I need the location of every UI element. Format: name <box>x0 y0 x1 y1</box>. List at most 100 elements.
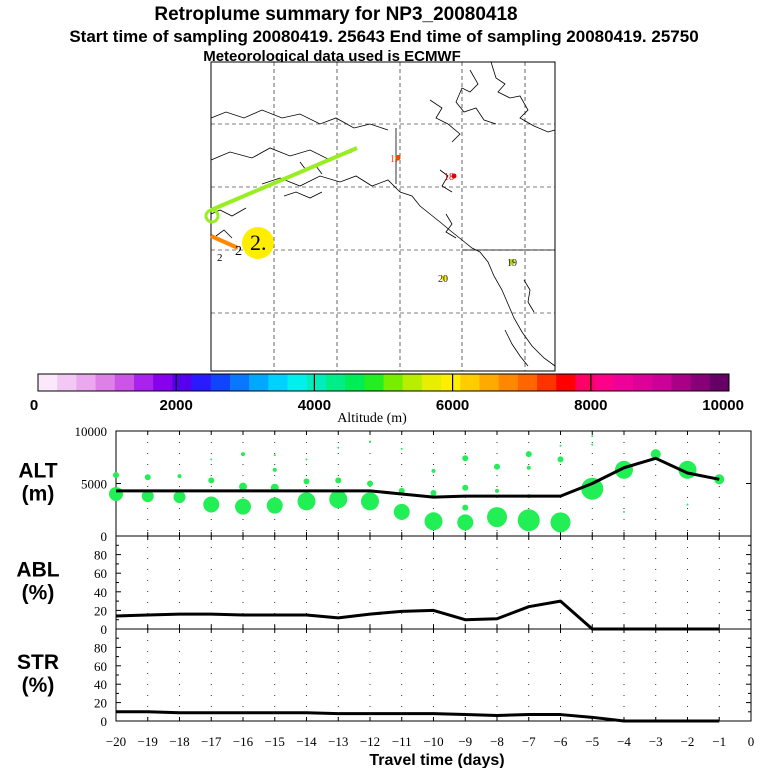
plume-point <box>241 452 245 457</box>
colorbar-swatch <box>38 374 58 391</box>
plume-point <box>525 451 532 458</box>
plume-point <box>239 482 247 491</box>
plume-point <box>177 474 182 479</box>
x-tick-label: −2 <box>681 734 695 749</box>
map-dot-19 <box>509 259 515 265</box>
panel-ylabel: STR <box>17 651 59 674</box>
plume-point <box>591 435 594 438</box>
x-tick-label: −6 <box>554 734 568 749</box>
x-tick-label: −12 <box>360 734 380 749</box>
x-tick-label: −11 <box>392 734 412 749</box>
plume-point <box>430 489 437 496</box>
plume-point <box>335 477 342 484</box>
x-tick-label: −13 <box>328 734 348 749</box>
colorbar-swatch <box>287 374 308 391</box>
mean-altitude-line <box>116 456 720 499</box>
panel-str: 80 60 40 20 0 STR(%) <box>17 628 752 729</box>
x-tick-label: −20 <box>106 734 126 749</box>
y-tick-label: 5000 <box>81 477 107 492</box>
colorbar-tick-label: 6000 <box>436 397 469 414</box>
colorbar-swatch <box>652 374 672 391</box>
x-tick-label: −8 <box>490 734 504 749</box>
plume-point <box>329 490 348 509</box>
colorbar-swatch <box>172 374 192 391</box>
map-labels: 17 18 19 20 2 2 2. <box>217 154 517 285</box>
plume-trajectory-lower <box>210 234 239 250</box>
plume-point <box>526 465 531 470</box>
plume-point <box>462 455 469 462</box>
map-label: 2 <box>217 252 223 264</box>
plume-start-marker <box>204 208 220 224</box>
plume-point <box>144 474 151 481</box>
y-tick-label: 10000 <box>75 424 108 439</box>
plume-point <box>113 472 119 479</box>
plume-point <box>393 503 410 520</box>
plume-point <box>559 444 562 447</box>
map-label: 18 <box>444 172 454 183</box>
plume-point <box>457 514 474 531</box>
colorbar-tick-label: 2000 <box>160 397 193 414</box>
panel-frame <box>115 628 752 722</box>
panel-alt: 10000 5000 0 ALT(m) <box>18 424 752 544</box>
y-tick-label: 0 <box>101 529 108 544</box>
plume-point <box>369 440 371 443</box>
plume-point <box>517 509 540 532</box>
time-series-panels: 1000050000ALT(m)806040200ABL(%)806040200… <box>16 424 754 768</box>
colorbar-label: Altitude (m) <box>337 411 407 426</box>
colorbar-swatch <box>709 374 730 391</box>
plume-point <box>109 487 123 501</box>
str-line <box>116 710 720 723</box>
panel-ylabel-unit: (%) <box>22 582 55 605</box>
plume-point <box>273 454 276 457</box>
x-tick-label: −16 <box>233 734 254 749</box>
colorbar-swatch <box>364 374 384 391</box>
x-tick-label: −15 <box>265 734 285 749</box>
plume-point <box>361 492 379 511</box>
y-tick-label: 80 <box>94 640 107 655</box>
colorbar-swatch <box>133 374 154 391</box>
x-axis-title: Travel time (days) <box>369 752 504 768</box>
panel-ylabel-unit: (m) <box>22 483 55 506</box>
x-tick-label: 0 <box>748 734 755 749</box>
y-tick-label: 20 <box>94 603 107 618</box>
map-frame <box>210 61 556 372</box>
colorbar-swatch <box>421 374 442 391</box>
plume-point <box>550 512 571 533</box>
colorbar-swatch <box>114 374 135 391</box>
plume-point <box>303 478 310 485</box>
x-tick-label: −5 <box>585 734 599 749</box>
x-tick-label: −10 <box>423 734 443 749</box>
map-panel: 17 18 19 20 2 2 2. <box>204 61 556 372</box>
plume-point <box>210 458 213 461</box>
map-label: 19 <box>507 258 517 269</box>
colorbar-swatch <box>345 374 365 391</box>
colorbar: 0 2000 4000 6000 8000 10000 <box>30 373 744 414</box>
colorbar-swatch <box>95 374 116 391</box>
colorbar-swatch <box>249 374 269 391</box>
colorbar-tick-label: 8000 <box>574 397 607 414</box>
y-tick-label: 0 <box>101 714 108 729</box>
y-tick-label: 0 <box>101 622 108 637</box>
colorbar-swatch <box>633 374 653 391</box>
colorbar-swatch <box>575 374 596 391</box>
plume-point <box>494 463 500 470</box>
map-label: 2. <box>250 230 267 255</box>
colorbar-frame <box>37 373 730 392</box>
map-label: 2 <box>235 244 242 259</box>
plume-point <box>462 504 469 511</box>
x-axis: −20 −19 −18 −17 −16 −15 −14 −13 −12 −11 −10 −9 −8 −7−… <box>106 734 754 768</box>
x-tick-label: −7 <box>522 734 536 749</box>
colorbar-swatch <box>479 374 500 391</box>
x-tick-label: −4 <box>617 734 631 749</box>
figure-title: Retroplume summary for NP3_20080418 <box>154 4 517 25</box>
x-tick-label: −9 <box>458 734 472 749</box>
plume-point <box>367 480 373 487</box>
colorbar-swatch <box>671 374 692 391</box>
colorbar-swatch <box>325 374 346 391</box>
colorbar-swatch <box>402 374 423 391</box>
panel-ylabel: ALT <box>18 460 57 483</box>
colorbar-swatch <box>460 374 480 391</box>
colorbar-swatch <box>210 374 231 391</box>
map-dot-17 <box>395 155 401 161</box>
x-tick-label: −17 <box>201 734 222 749</box>
